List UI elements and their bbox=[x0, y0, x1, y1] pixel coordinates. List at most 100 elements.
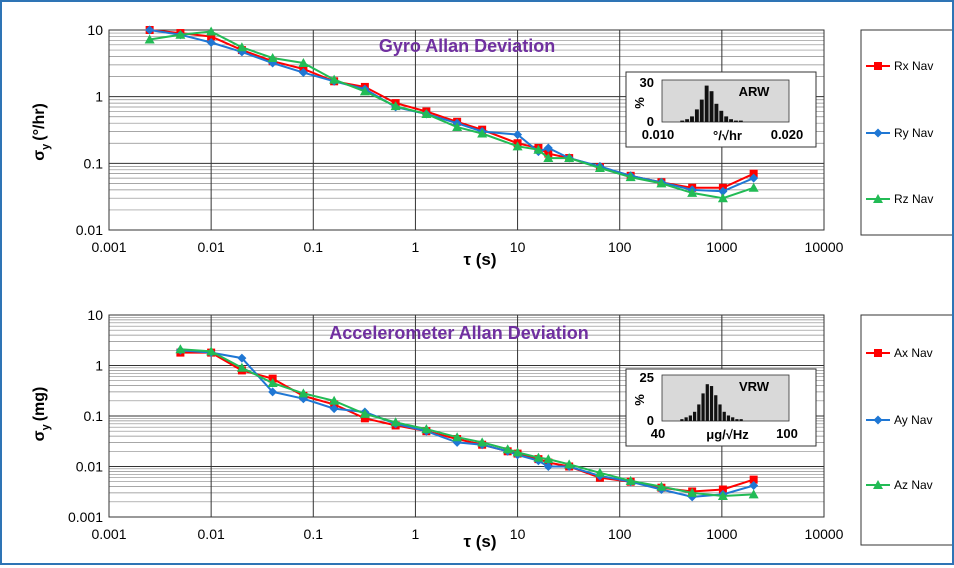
data-point bbox=[421, 424, 432, 434]
inset-bar bbox=[724, 116, 729, 122]
inset-histogram: VRW 25 0% 40 100 μg/√Hz bbox=[625, 368, 817, 447]
x-tick-label: 0.01 bbox=[198, 526, 225, 542]
legend-entry: Ax Nav bbox=[866, 346, 933, 360]
x-tick-label: 10 bbox=[510, 239, 526, 255]
data-point bbox=[874, 349, 882, 357]
legend: Ax Nav Ay Nav Az Nav bbox=[860, 314, 954, 546]
legend-entry: Az Nav bbox=[866, 478, 933, 492]
inset-label: VRW bbox=[739, 379, 770, 394]
legend-label: Rz Nav bbox=[894, 192, 933, 206]
y-tick-label: 10 bbox=[87, 307, 103, 323]
data-point bbox=[237, 353, 247, 363]
inset-bar bbox=[719, 110, 724, 122]
chart-title: Gyro Allan Deviation bbox=[379, 36, 555, 56]
inset-x-tick: 0.020 bbox=[771, 127, 804, 142]
inset-bar bbox=[722, 411, 726, 421]
x-tick-label: 10 bbox=[510, 526, 526, 542]
inset-x-unit: μg/√Hz bbox=[706, 427, 749, 442]
inset-bar bbox=[690, 116, 694, 122]
series-line bbox=[180, 349, 754, 498]
inset-bar bbox=[709, 91, 714, 122]
data-point bbox=[625, 172, 636, 182]
inset-bar bbox=[718, 404, 722, 421]
data-point bbox=[748, 182, 759, 192]
chart-title: Accelerometer Allan Deviation bbox=[329, 323, 588, 343]
x-axis-label: τ (s) bbox=[463, 250, 496, 269]
x-tick-label: 0.001 bbox=[91, 526, 126, 542]
data-point bbox=[359, 408, 370, 418]
inset-x-tick: 40 bbox=[651, 426, 665, 441]
inset-bar bbox=[692, 411, 697, 421]
inset-histogram: ARW 30 0% 0.010 0.020 °/√hr bbox=[625, 71, 817, 148]
data-point bbox=[512, 447, 523, 457]
data-point bbox=[656, 178, 667, 188]
inset-y-tick: 25 bbox=[640, 370, 654, 385]
data-point bbox=[513, 130, 523, 140]
inset-y-tick: 0 bbox=[647, 114, 654, 129]
y-tick-label: 0.01 bbox=[76, 459, 103, 475]
data-point bbox=[533, 144, 544, 154]
y-axis-label-unit: (°/hr) bbox=[31, 103, 48, 141]
y-tick-label: 0.001 bbox=[68, 509, 103, 525]
inset-bar bbox=[739, 419, 743, 421]
inset-bar bbox=[704, 85, 709, 122]
inset-y-unit-text: % bbox=[632, 97, 647, 109]
y-axis-label-subscript: y bbox=[40, 423, 52, 430]
data-point bbox=[874, 62, 882, 70]
y-tick-label: 0.1 bbox=[84, 155, 104, 171]
legend-entry: Ay Nav bbox=[866, 413, 932, 427]
data-point bbox=[749, 481, 759, 491]
inset-bar bbox=[697, 404, 701, 421]
x-tick-label: 100 bbox=[608, 239, 632, 255]
y-axis-label-symbol: σ bbox=[31, 430, 48, 441]
x-tick-label: 1 bbox=[412, 239, 420, 255]
data-point bbox=[543, 454, 554, 464]
inset-y-unit: % bbox=[632, 97, 647, 109]
inset-y-unit: % bbox=[632, 394, 647, 406]
inset-plot-area bbox=[661, 79, 790, 123]
data-point bbox=[390, 101, 401, 111]
inset-y-tick: 0 bbox=[647, 413, 654, 428]
data-point bbox=[236, 362, 247, 372]
legend-label: Az Nav bbox=[894, 478, 933, 492]
data-point bbox=[543, 143, 553, 153]
data-point bbox=[145, 25, 155, 35]
inset-label: ARW bbox=[739, 84, 771, 99]
data-point bbox=[873, 480, 883, 489]
data-point bbox=[718, 186, 728, 196]
data-point bbox=[873, 128, 883, 138]
series-line bbox=[149, 29, 755, 193]
data-point bbox=[687, 487, 698, 497]
data-point bbox=[543, 462, 553, 471]
legend-entry: Rx Nav bbox=[866, 59, 933, 73]
inset-bar bbox=[729, 119, 734, 122]
data-point bbox=[564, 459, 575, 469]
x-tick-label: 10000 bbox=[805, 526, 844, 542]
y-tick-label: 0.1 bbox=[84, 408, 104, 424]
inset-bar bbox=[726, 415, 731, 421]
y-axis-label: σy (°/hr) bbox=[31, 103, 52, 161]
x-tick-label: 100 bbox=[608, 526, 632, 542]
data-point bbox=[717, 193, 728, 203]
data-point bbox=[359, 86, 370, 96]
legend-label: Rx Nav bbox=[894, 59, 933, 73]
inset-bar bbox=[709, 386, 714, 421]
inset-x-unit: °/√hr bbox=[713, 128, 742, 143]
inset-y-tick: 30 bbox=[640, 75, 654, 90]
data-point bbox=[656, 481, 667, 491]
inset-bar bbox=[680, 120, 685, 122]
data-point bbox=[873, 194, 883, 203]
data-point bbox=[564, 153, 575, 163]
inset-bar bbox=[680, 419, 684, 421]
legend-entry: Ry Nav bbox=[866, 126, 933, 140]
data-point bbox=[421, 108, 432, 118]
y-tick-label: 1 bbox=[95, 89, 103, 105]
data-point bbox=[206, 346, 217, 356]
data-point bbox=[533, 452, 544, 462]
inset-bar bbox=[685, 119, 690, 122]
series-az-nav bbox=[175, 344, 759, 501]
data-point bbox=[267, 53, 278, 63]
data-point bbox=[502, 444, 513, 454]
chart-1: 0.001 0.01 0.1 1 10 100 1000 100000.010.1110σy(… bbox=[31, 22, 954, 269]
